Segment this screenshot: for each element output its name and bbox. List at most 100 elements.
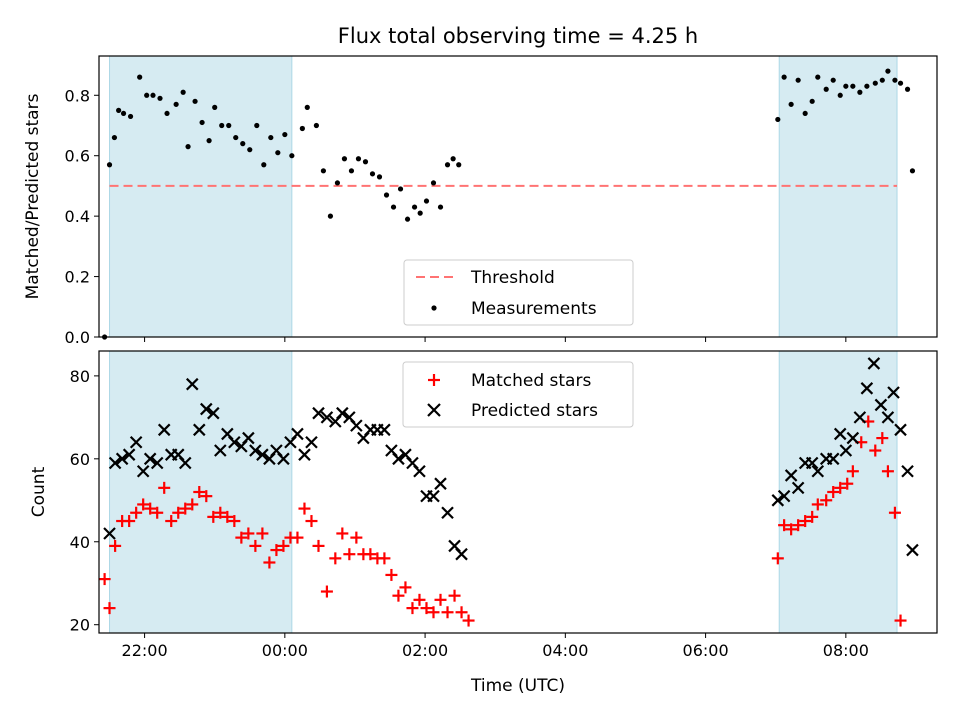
matched-star-marker — [158, 481, 171, 494]
marker-stroke — [777, 489, 791, 503]
matched-star-marker — [876, 432, 889, 445]
x-tick-label: 22:00 — [122, 641, 168, 660]
marker-stroke — [826, 452, 840, 466]
marker-stroke — [448, 539, 461, 553]
matched-star-marker — [392, 589, 405, 602]
matched-star-marker — [320, 585, 333, 598]
measurement-point — [199, 119, 205, 126]
matched-star-marker — [200, 490, 213, 503]
y-tick-label: 80 — [70, 367, 90, 386]
measurement-point — [362, 159, 369, 165]
predicted-star-marker — [129, 435, 143, 449]
measurement-point — [809, 98, 815, 104]
predicted-star-marker — [455, 547, 468, 561]
matched-star-marker — [291, 531, 304, 544]
marker-stroke — [413, 464, 426, 478]
matched-star-marker — [103, 602, 116, 615]
predicted-star-marker — [214, 444, 227, 457]
marker-stroke — [136, 464, 150, 478]
predicted-star-marker — [312, 406, 325, 420]
measurement-point — [106, 162, 113, 168]
measurement-point — [892, 77, 898, 83]
marker-stroke — [193, 423, 206, 437]
marker-stroke — [178, 456, 192, 470]
predicted-star-marker — [103, 527, 116, 540]
matched-star-marker — [137, 498, 150, 511]
matched-star-marker — [434, 593, 447, 606]
marker-stroke — [343, 411, 356, 424]
measurement-point — [348, 168, 355, 174]
matched-star-marker — [165, 515, 178, 528]
matched-star-marker — [771, 552, 784, 565]
measurement-point — [206, 138, 212, 144]
night-band-2 — [778, 55, 898, 338]
chart-title: Flux total observing time = 4.25 h — [338, 24, 698, 48]
measurement-point — [289, 153, 295, 159]
predicted-star-marker — [185, 377, 199, 391]
count-y-ticks: 20 40 60 80 — [70, 367, 99, 635]
matched-star-marker — [228, 515, 241, 528]
matched-star-marker — [221, 510, 234, 523]
matched-star-marker — [179, 502, 192, 515]
predicted-star-marker — [178, 456, 192, 470]
matched-star-marker — [420, 602, 433, 615]
predicted-star-marker — [413, 464, 426, 478]
predicted-star-marker — [143, 452, 157, 466]
marker-stroke — [122, 448, 136, 461]
y-tick-label: 40 — [70, 533, 90, 552]
matched-star-marker — [151, 506, 164, 519]
measurement-point — [127, 113, 134, 120]
marker-stroke — [894, 423, 907, 437]
matched-star-marker — [364, 548, 377, 561]
measurement-point — [376, 174, 383, 180]
matched-star-marker — [277, 539, 290, 552]
marker-stroke — [200, 402, 213, 416]
predicted-star-marker — [200, 402, 213, 416]
predicted-star-marker — [784, 469, 798, 482]
ratio-y-label: Matched/Predicted stars — [23, 93, 43, 299]
matched-star-marker — [329, 552, 342, 565]
marker-stroke — [277, 452, 290, 466]
measurement-point — [411, 204, 418, 210]
marker-stroke — [256, 448, 269, 461]
marker-stroke — [874, 398, 888, 412]
x-tick-label: 08:00 — [823, 641, 869, 660]
matched-star-marker — [312, 539, 325, 552]
marker-stroke — [427, 489, 440, 503]
y-tick-label: 0.4 — [65, 207, 90, 226]
measurement-point — [872, 80, 878, 86]
predicted-star-marker — [249, 444, 262, 457]
measurement-point — [341, 156, 348, 162]
matched-star-marker — [778, 519, 791, 532]
measurement-point — [781, 74, 787, 80]
matched-star-marker — [792, 519, 805, 532]
legend-measurement-swatch — [431, 305, 437, 311]
marker-stroke — [249, 444, 262, 457]
matched-star-marker — [214, 506, 227, 519]
marker-stroke — [115, 452, 129, 466]
matched-star-marker — [109, 539, 122, 552]
matched-star-marker — [186, 498, 199, 511]
count-legend: Matched stars Predicted stars — [402, 361, 634, 428]
matched-star-marker — [130, 506, 143, 519]
ratio-legend: Threshold Measurements — [403, 259, 634, 326]
measurement-point — [383, 192, 390, 198]
matched-star-marker — [881, 465, 894, 478]
marker-stroke — [385, 444, 398, 457]
measurement-point — [299, 125, 305, 132]
matched-star-marker — [249, 539, 262, 552]
matched-star-markers — [98, 415, 907, 627]
predicted-star-marker — [771, 494, 785, 507]
measurement-point — [150, 92, 156, 98]
predicted-star-marker — [305, 435, 318, 449]
measurement-point — [795, 77, 801, 83]
matched-star-marker — [869, 444, 882, 457]
measurement-point — [390, 204, 397, 210]
predicted-star-marker — [336, 406, 349, 420]
ratio-legend-box — [403, 259, 634, 326]
marker-stroke — [298, 448, 311, 461]
count-y-label: Count — [29, 466, 49, 517]
predicted-star-marker — [277, 452, 290, 466]
measurement-point — [304, 104, 310, 110]
measurement-point — [192, 98, 198, 104]
